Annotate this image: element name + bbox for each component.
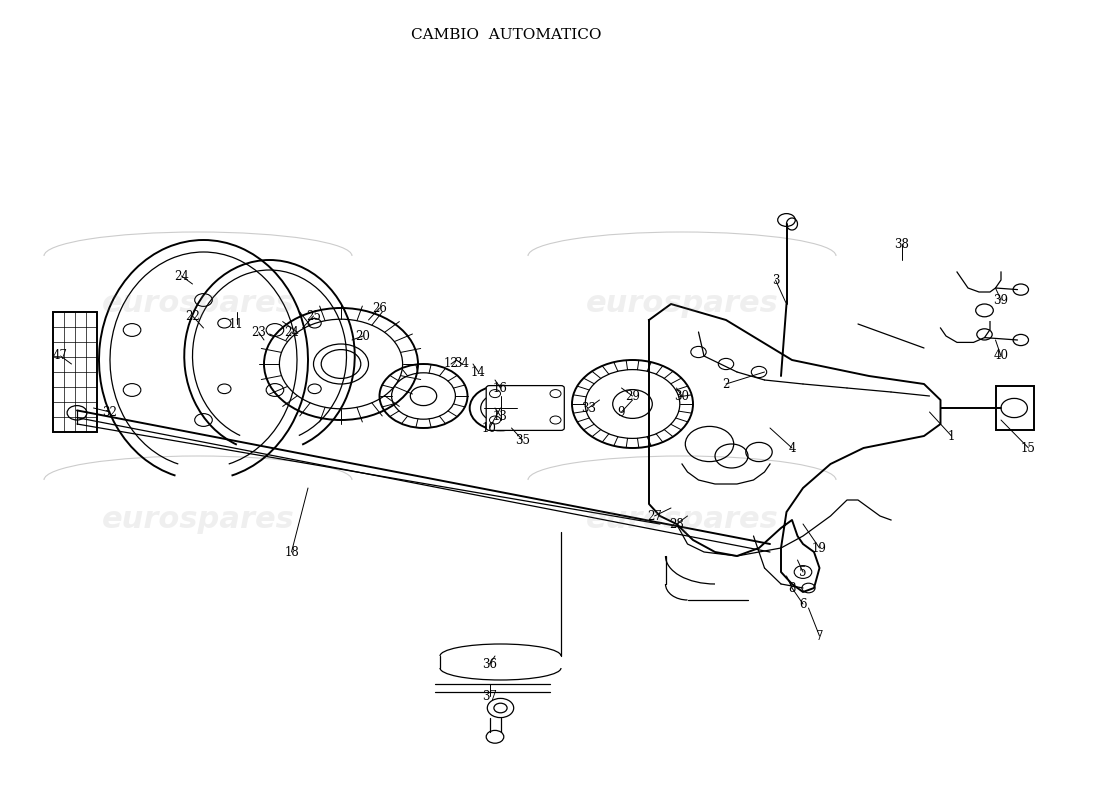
- Text: 11: 11: [229, 318, 244, 330]
- Bar: [53, 312, 97, 432]
- Text: 26: 26: [372, 302, 387, 314]
- Text: 36: 36: [482, 658, 497, 670]
- Text: 28: 28: [669, 518, 684, 530]
- Text: 9: 9: [618, 406, 625, 418]
- Text: 40: 40: [993, 350, 1009, 362]
- FancyBboxPatch shape: [486, 386, 564, 430]
- Text: eurospares: eurospares: [101, 506, 295, 534]
- Text: 5: 5: [800, 566, 806, 578]
- Text: 20: 20: [355, 330, 371, 342]
- Text: 6: 6: [800, 598, 806, 610]
- Text: 33: 33: [581, 402, 596, 414]
- Text: 18: 18: [284, 546, 299, 558]
- Text: 16: 16: [493, 382, 508, 394]
- Text: 24: 24: [174, 270, 189, 282]
- Bar: [996, 386, 1034, 430]
- Text: 1: 1: [948, 430, 955, 442]
- Text: 19: 19: [812, 542, 827, 554]
- Text: 4: 4: [789, 442, 795, 454]
- Text: 2: 2: [723, 378, 729, 390]
- Text: 29: 29: [625, 390, 640, 402]
- Text: 34: 34: [454, 358, 470, 370]
- Text: 13: 13: [493, 410, 508, 422]
- Text: 7: 7: [816, 630, 823, 642]
- Text: 37: 37: [482, 690, 497, 702]
- Text: 10: 10: [482, 422, 497, 434]
- Text: 14: 14: [471, 366, 486, 378]
- Text: 22: 22: [185, 310, 200, 322]
- Text: 27: 27: [647, 510, 662, 522]
- Text: 30: 30: [674, 390, 690, 402]
- Text: CAMBIO  AUTOMATICO: CAMBIO AUTOMATICO: [410, 28, 602, 42]
- Text: 35: 35: [515, 434, 530, 446]
- Text: eurospares: eurospares: [585, 290, 779, 318]
- Text: eurospares: eurospares: [101, 290, 295, 318]
- Text: 32: 32: [102, 406, 118, 418]
- Text: 47: 47: [53, 350, 68, 362]
- Text: eurospares: eurospares: [585, 506, 779, 534]
- Text: 12: 12: [443, 358, 459, 370]
- Text: 8: 8: [789, 582, 795, 594]
- Text: 23: 23: [251, 326, 266, 338]
- Text: 15: 15: [1021, 442, 1036, 454]
- Text: 25: 25: [306, 310, 321, 322]
- Text: 24: 24: [284, 326, 299, 338]
- Text: 3: 3: [772, 274, 779, 286]
- Text: 38: 38: [894, 238, 910, 250]
- Text: 39: 39: [993, 294, 1009, 306]
